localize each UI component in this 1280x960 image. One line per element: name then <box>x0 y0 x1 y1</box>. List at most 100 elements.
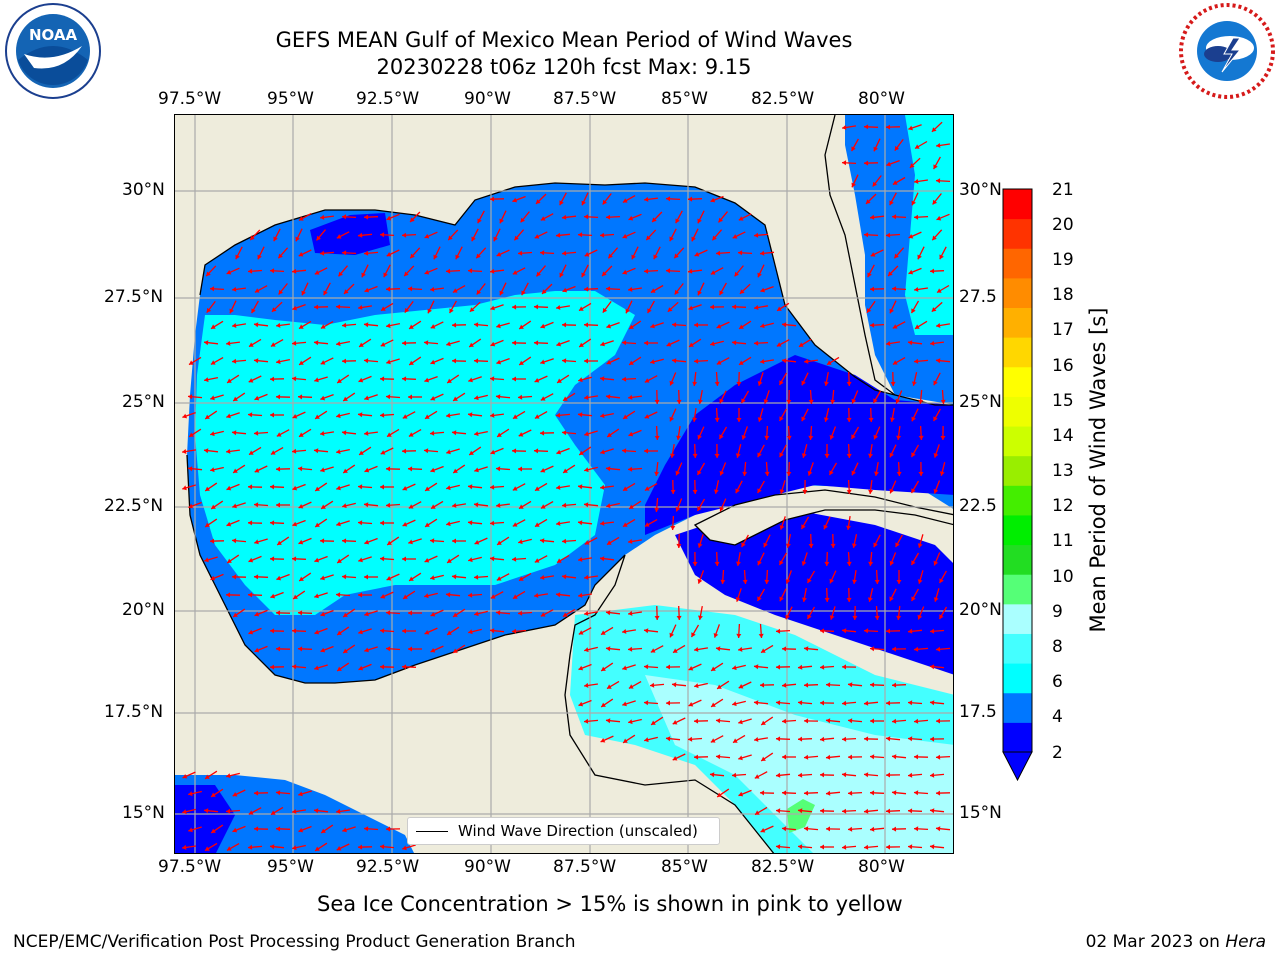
wind-wave-arrow-head <box>408 610 412 616</box>
sea-ice-note: Sea Ice Concentration > 15% is shown in … <box>317 892 903 916</box>
wind-wave-arrow-head <box>336 846 342 851</box>
wind-wave-arrow-head <box>404 271 409 277</box>
wind-wave-arrow-head <box>654 615 660 620</box>
wind-wave-arrow-head <box>204 808 209 814</box>
wind-wave-arrow-head <box>540 612 546 617</box>
wind-wave-arrow-head <box>425 414 430 419</box>
wind-wave-arrow-head <box>534 448 539 454</box>
wind-wave-arrow-head <box>578 484 583 490</box>
wind-wave-arrow-head <box>205 522 210 527</box>
wind-wave-arrow-head <box>518 432 524 437</box>
wind-wave-arrow-head <box>276 646 281 652</box>
wind-wave-arrow-head <box>315 846 320 851</box>
wind-wave-arrow-head <box>864 628 869 634</box>
wind-wave-arrow-head <box>276 826 281 832</box>
wind-wave-arrow-head <box>469 342 474 347</box>
wind-wave-arrow-head <box>474 467 479 473</box>
colorbar-tick: 8 <box>1052 637 1063 657</box>
colorbar-tick: 12 <box>1052 496 1074 516</box>
wind-wave-arrow-head <box>622 665 627 671</box>
wind-wave-arrow-head <box>736 418 742 422</box>
wind-wave-arrow-head <box>886 844 890 850</box>
wind-wave-arrow-head <box>607 684 612 689</box>
wind-wave-arrow-head <box>673 648 678 653</box>
wind-wave-arrow-head <box>782 826 787 832</box>
wind-wave-arrow-head <box>336 413 341 419</box>
wind-wave-arrow-head <box>535 522 540 527</box>
wind-wave-arrow-head <box>868 489 874 494</box>
wind-wave-arrow-head <box>270 593 276 599</box>
lat-label-left: 25°N <box>122 392 165 412</box>
wind-wave-arrow-head <box>782 646 787 652</box>
wind-wave-arrow-head <box>512 376 516 382</box>
wind-wave-arrow-head <box>782 718 787 724</box>
wind-wave-arrow-head <box>889 200 894 206</box>
wind-wave-arrow-head <box>867 272 872 278</box>
wind-wave-arrow-head <box>625 308 630 314</box>
wind-wave-arrow-head <box>807 578 812 584</box>
wind-wave-arrow-head <box>697 578 703 584</box>
wind-wave-arrow-head <box>738 684 744 689</box>
wind-wave-arrow-head <box>754 664 759 670</box>
wind-wave-arrow-head <box>933 380 938 386</box>
wind-wave-arrow-head <box>188 394 193 400</box>
wind-wave-arrow-head <box>933 164 938 170</box>
wind-wave-arrow-head <box>931 127 937 132</box>
wind-wave-arrow-head <box>562 358 567 364</box>
wind-wave-arrow-head <box>738 216 744 221</box>
wind-wave-arrow-head <box>342 538 347 544</box>
wind-wave-arrow-head <box>358 412 363 418</box>
wind-wave-arrow-head <box>342 358 347 364</box>
wind-wave-arrow-head <box>802 490 808 494</box>
wind-wave-arrow-head <box>188 827 193 833</box>
wind-wave-arrow-head <box>540 250 545 256</box>
wind-wave-arrow-head <box>672 322 677 328</box>
wind-wave-arrow-head <box>719 470 725 476</box>
wind-wave-arrow-head <box>578 412 583 418</box>
wind-wave-arrow-head <box>380 628 385 634</box>
wind-wave-arrow-head <box>408 466 413 472</box>
wind-wave-arrow-head <box>896 615 902 620</box>
wind-wave-arrow-head <box>914 178 919 184</box>
wind-wave-arrow-head <box>776 772 781 778</box>
wind-wave-arrow-head <box>562 287 568 293</box>
wind-wave-arrow-head <box>892 214 897 220</box>
wind-wave-arrow-head <box>562 250 567 256</box>
wind-wave-arrow-head <box>754 737 759 742</box>
wind-wave-arrow-head <box>188 466 193 472</box>
wind-wave-arrow-head <box>402 232 407 238</box>
wind-wave-arrow-head <box>908 844 913 850</box>
wind-wave-arrow-head <box>826 754 831 760</box>
wind-wave-arrow-head <box>824 561 830 566</box>
wind-wave-arrow-head <box>629 504 634 509</box>
wind-wave-arrow-head <box>644 486 650 491</box>
wind-wave-arrow-head <box>694 754 699 760</box>
wind-wave-arrow-head <box>848 754 853 760</box>
wind-wave-arrow-head <box>293 594 298 599</box>
wind-wave-arrow-head <box>249 342 254 347</box>
wind-wave-arrow-head <box>760 790 765 796</box>
wind-wave-arrow-head <box>188 791 193 797</box>
wind-wave-arrow-head <box>692 417 698 422</box>
wind-wave-arrow-head <box>402 414 408 419</box>
wind-wave-arrow-head <box>776 342 782 347</box>
wind-wave-arrow-head <box>359 342 364 347</box>
wind-wave-arrow-head <box>430 538 435 544</box>
wind-wave-arrow-head <box>933 416 938 422</box>
wind-wave-arrow-head <box>189 360 194 365</box>
wind-wave-arrow-head <box>402 628 406 634</box>
wind-wave-arrow-head <box>674 253 679 259</box>
wind-wave-arrow-head <box>694 251 700 257</box>
wind-wave-arrow-head <box>823 524 828 530</box>
wind-wave-arrow-head <box>408 286 413 292</box>
wind-wave-arrow-head <box>496 610 501 616</box>
wind-wave-arrow-head <box>381 306 386 311</box>
wind-wave-arrow-head <box>490 556 495 562</box>
wind-wave-arrow-head <box>513 414 518 419</box>
wind-wave-arrow-head <box>540 504 546 509</box>
wind-wave-arrow-head <box>343 396 348 401</box>
wind-wave-arrow-head <box>536 199 541 204</box>
wind-wave-arrow-head <box>402 376 407 382</box>
wind-wave-arrow-head <box>734 271 739 277</box>
wind-wave-arrow-head <box>936 323 941 328</box>
